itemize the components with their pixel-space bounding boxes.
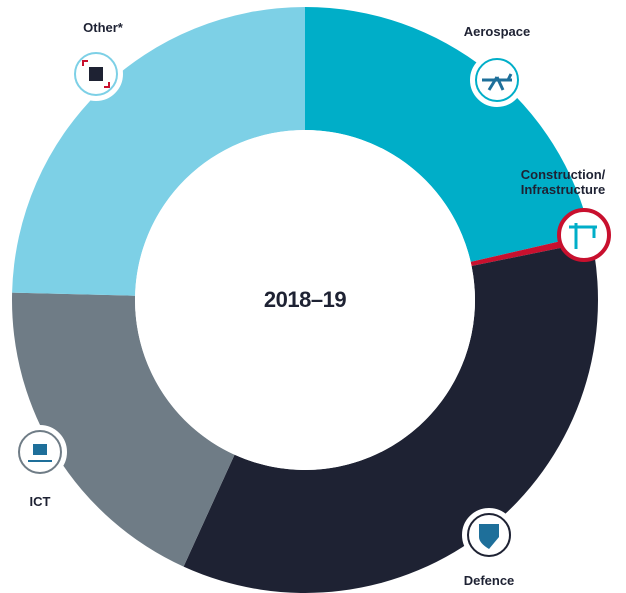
donut-segment [183, 241, 598, 593]
donut-segment [12, 6, 306, 296]
category-label: Aerospace [463, 24, 531, 39]
icon-ring [562, 213, 606, 257]
category-icon [69, 47, 123, 101]
category-icon [13, 425, 67, 479]
qr-glyph [89, 67, 103, 81]
donut-segment [11, 292, 235, 567]
category-label: Other* [83, 20, 123, 35]
icon-ring [18, 430, 62, 474]
category-icon [470, 53, 524, 107]
icon-ring [74, 52, 118, 96]
chart-title: 2018–19 [263, 287, 347, 312]
qr-frame [82, 60, 110, 88]
category-label: Construction/ Infrastructure [520, 167, 606, 197]
category-icon [557, 208, 611, 262]
lock-glyph [33, 444, 47, 455]
icon-circle [557, 208, 611, 262]
category-label: ICT [29, 494, 51, 509]
plane-glyph [482, 73, 513, 91]
icon-ring [475, 58, 519, 102]
category-label: Defence [463, 573, 515, 588]
category-icon [462, 508, 516, 562]
shield-glyph [479, 524, 499, 549]
donut-segment [305, 7, 591, 262]
icon-ring [467, 513, 511, 557]
crane-glyph [569, 223, 597, 249]
donut-hole [135, 130, 475, 470]
